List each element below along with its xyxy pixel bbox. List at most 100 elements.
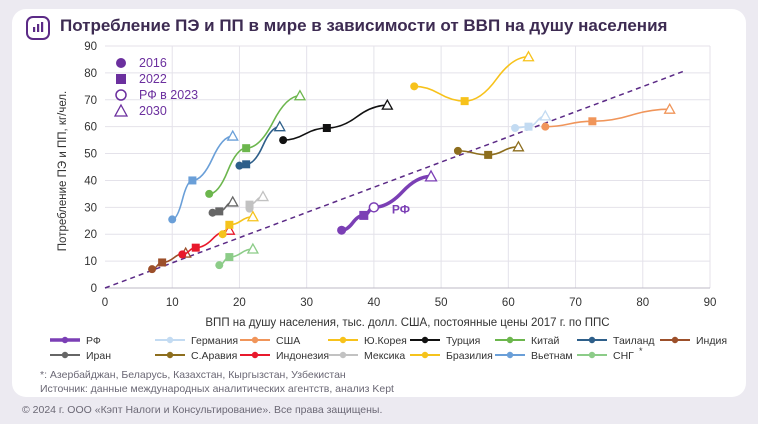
legend-label-ю-корея: Ю.Корея [364,335,407,347]
data-point-турция [381,98,394,110]
legend-label-сша: США [276,335,300,347]
legend-dot-вьетнам [506,351,514,359]
data-point-иран [226,195,239,207]
x-tick-label: 40 [367,297,380,309]
data-point-снг [246,242,259,254]
data-point-германия [524,122,533,131]
data-point-ю-корея [460,97,469,106]
legend-dot-индия [671,336,679,344]
data-point-иран [215,207,224,216]
data-point-иран [208,208,217,217]
x-tick-label: 90 [704,297,717,309]
data-point-снг [215,261,224,270]
bar-chart-icon [26,16,50,40]
legend-marker-circle-open [115,89,127,101]
y-tick-label: 80 [84,68,97,80]
y-axis-label: Потребление ПЭ и ПП, кг/чел. [57,91,69,251]
y-tick-label: 60 [84,122,97,134]
x-tick-label: 20 [233,297,246,309]
data-point-германия [511,124,520,133]
data-point-таиланд [235,161,244,170]
x-tick-label: 0 [102,297,108,309]
data-point-китай [205,189,214,198]
x-tick-label: 60 [502,297,515,309]
legend-label-индия: Индия [696,335,727,347]
series-line-сша [545,108,670,128]
legend-dot-снг [588,351,596,359]
legend-dot-германия [166,336,174,344]
rf-annotation: РФ [392,202,410,216]
data-point-турция [322,124,331,133]
legend-marker-label: 2016 [139,56,167,70]
legend-dot-иран [61,351,69,359]
data-point-сша [541,122,550,131]
legend-label-с-аравия: С.Аравия [191,350,237,362]
data-point-турция [279,136,288,145]
data-point-китай [242,144,251,153]
data-point-снг [225,253,234,262]
data-point-ю-корея [410,82,419,91]
data-point-рф [337,225,347,235]
legend-marker-label: 2022 [139,72,167,86]
data-point-вьетнам [188,176,197,185]
legend-marker-label: РФ в 2023 [139,88,198,102]
y-tick-label: 0 [91,283,97,295]
legend-dot-китай [506,336,514,344]
legend-dot-мексика [339,351,347,359]
data-point-с-аравия [512,140,525,152]
data-point-рф [424,169,438,182]
data-point-мексика [245,200,254,209]
legend-dot-ю-корея [339,336,347,344]
data-point-индонезия [178,250,187,259]
slide-card [12,9,746,397]
data-point-вьетнам [226,129,239,141]
data-point-сша [663,102,676,114]
data-point-ю-корея [522,50,535,62]
data-point-сша [588,117,597,126]
x-tick-label: 50 [435,297,448,309]
legend-label-снг: СНГ [613,350,634,362]
data-point-китай [293,89,307,101]
page-title: Потребление ПЭ и ПП в мире в зависимости… [60,16,668,35]
legend-marker-circle [116,58,126,68]
series-line-рф [341,174,432,232]
x-tick-label: 30 [300,297,313,309]
reference-dashed-line [104,69,687,289]
data-point-индия [158,258,167,267]
x-tick-label: 70 [569,297,582,309]
legend-dot-бразилия [421,351,429,359]
source-note: Источник: данные международных аналитиче… [40,383,394,395]
y-tick-label: 40 [84,175,97,187]
legend-dot-таиланд [588,336,596,344]
footnote: *: Азербайджан, Беларусь, Казахстан, Кыр… [40,369,346,381]
legend-dot-индонезия [251,351,259,359]
y-tick-label: 10 [84,256,97,268]
legend-label-китай: Китай [531,335,560,347]
legend-dot-турция [421,336,429,344]
x-tick-label: 10 [166,297,179,309]
data-point-таиланд [242,160,251,169]
legend-label-бразилия: Бразилия [446,350,493,362]
y-tick-label: 90 [84,41,97,53]
legend-label-германия: Германия [191,335,238,347]
data-point-с-аравия [484,150,493,159]
data-point-бразилия [225,220,234,229]
legend-marker-square [116,74,126,84]
legend-dot-рф [61,336,69,344]
legend-footnote-mark: * [639,346,643,356]
data-point-германия [539,109,552,121]
series-line-китай [209,94,301,195]
copyright: © 2024 г. ООО «Кэпт Налоги и Консультиро… [22,404,383,416]
y-tick-label: 30 [84,202,97,214]
legend-label-мексика: Мексика [364,350,405,362]
legend-marker-label: 2030 [139,104,167,118]
y-tick-label: 50 [84,149,97,161]
data-point-рф [359,210,369,220]
legend-dot-с-аравия [166,351,174,359]
data-point-бразилия [218,230,227,239]
series-line-турция [283,104,388,141]
data-point-вьетнам [168,215,177,224]
data-point-бразилия [246,210,259,222]
series-line-ю-корея [414,55,529,102]
